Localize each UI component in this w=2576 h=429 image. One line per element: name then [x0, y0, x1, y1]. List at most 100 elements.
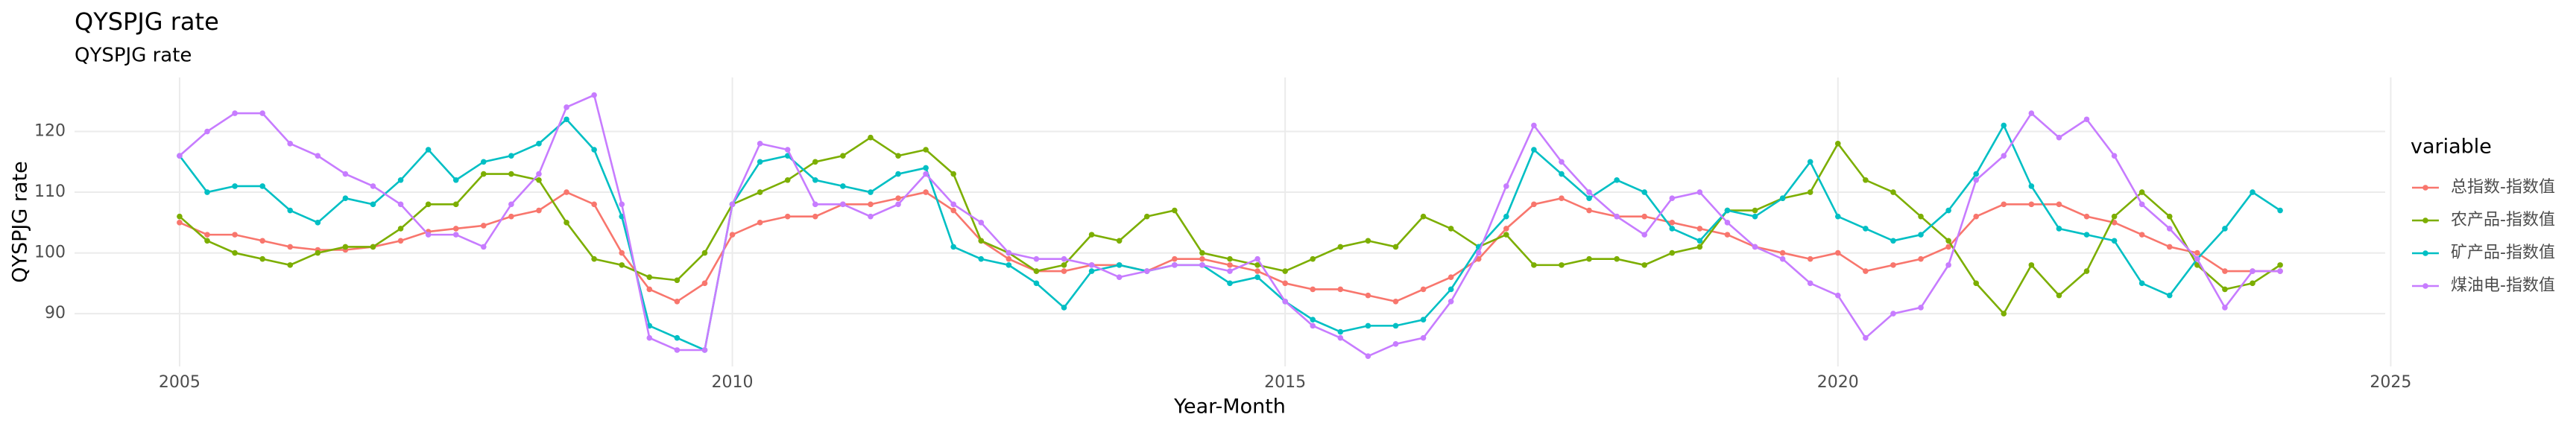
data-point [1807, 189, 1813, 195]
x-tick-label: 2020 [1817, 373, 1859, 392]
data-point [2250, 189, 2255, 195]
data-point [1890, 238, 1896, 244]
data-point [1752, 244, 1758, 250]
data-point [1254, 274, 1260, 280]
data-point [2028, 201, 2035, 208]
data-point [1834, 141, 1841, 147]
data-point [701, 280, 708, 287]
data-point [1918, 232, 1924, 238]
data-point [1420, 334, 1427, 341]
data-point [1199, 255, 1205, 262]
data-point [287, 244, 294, 250]
data-point [1559, 262, 1565, 268]
data-point [1420, 317, 1427, 323]
data-point [1365, 238, 1371, 244]
data-point [177, 220, 183, 226]
data-point [232, 250, 238, 256]
data-point [674, 277, 681, 284]
data-point [2222, 268, 2228, 274]
data-point [1614, 177, 1620, 183]
data-point [1586, 189, 1592, 195]
data-point [177, 213, 183, 220]
data-point [2028, 262, 2035, 268]
data-point [2138, 189, 2145, 195]
data-point [1669, 195, 1676, 202]
data-point [1724, 220, 1731, 226]
data-point [1669, 220, 1676, 226]
data-point [2194, 250, 2200, 256]
data-point [1392, 341, 1399, 347]
data-point [1503, 213, 1509, 220]
data-point [1973, 213, 1979, 220]
y-tick-label: 90 [45, 304, 66, 322]
data-point [812, 159, 818, 165]
data-point [1006, 262, 1012, 268]
data-point [1420, 286, 1427, 293]
data-point [508, 171, 514, 177]
data-point [342, 195, 349, 202]
data-point [1392, 322, 1399, 329]
data-point [1033, 280, 1040, 287]
data-point [1227, 268, 1233, 274]
data-point [1227, 262, 1233, 268]
data-point [2028, 110, 2035, 116]
data-point [508, 213, 514, 220]
data-point [868, 213, 874, 220]
data-point [2166, 226, 2173, 232]
data-point [1834, 250, 1841, 256]
data-point [1834, 292, 1841, 299]
data-point [1199, 250, 1205, 256]
y-tick-label: 110 [34, 182, 66, 201]
data-point [1172, 255, 1178, 262]
data-point [2277, 262, 2283, 268]
data-point [204, 238, 210, 244]
data-point [397, 177, 404, 183]
data-point [2222, 305, 2228, 311]
data-point [1392, 244, 1399, 250]
data-point [1088, 268, 1095, 274]
data-point [1724, 207, 1731, 214]
series-line [178, 118, 2281, 352]
data-point [204, 232, 210, 238]
series-line [179, 136, 2281, 316]
legend-swatch-point [2422, 283, 2428, 289]
data-point [950, 171, 956, 177]
data-point [1172, 262, 1178, 268]
data-point [950, 244, 956, 250]
data-point [2138, 280, 2145, 287]
legend-label: 农产品-指数值 [2451, 211, 2555, 229]
data-point [1227, 255, 1233, 262]
data-point [591, 255, 597, 262]
data-point [1696, 226, 1703, 232]
data-point [1669, 226, 1676, 232]
data-point [978, 255, 985, 262]
data-point [1448, 274, 1454, 280]
data-point [1945, 244, 1951, 250]
data-point [1614, 213, 1620, 220]
data-point [452, 201, 459, 208]
data-point [397, 201, 404, 208]
data-point [1282, 268, 1288, 274]
data-point [978, 238, 985, 244]
data-point [1973, 171, 1979, 177]
data-point [1586, 207, 1592, 214]
data-point [1143, 268, 1150, 274]
data-point [784, 177, 791, 183]
data-point [2111, 213, 2118, 220]
data-point [1310, 322, 1316, 329]
data-point [2056, 226, 2062, 232]
data-point [923, 147, 929, 153]
data-point [1918, 305, 1924, 311]
data-point [287, 141, 294, 147]
data-point [481, 171, 487, 177]
y-tick-label: 120 [34, 122, 66, 141]
data-point [1365, 353, 1371, 359]
data-point [2166, 292, 2173, 299]
data-point [1586, 195, 1592, 202]
data-point [1061, 268, 1067, 274]
data-point [1641, 213, 1648, 220]
data-point [2083, 268, 2090, 274]
data-point [1503, 232, 1509, 238]
data-point [1088, 232, 1095, 238]
data-point [315, 153, 321, 159]
